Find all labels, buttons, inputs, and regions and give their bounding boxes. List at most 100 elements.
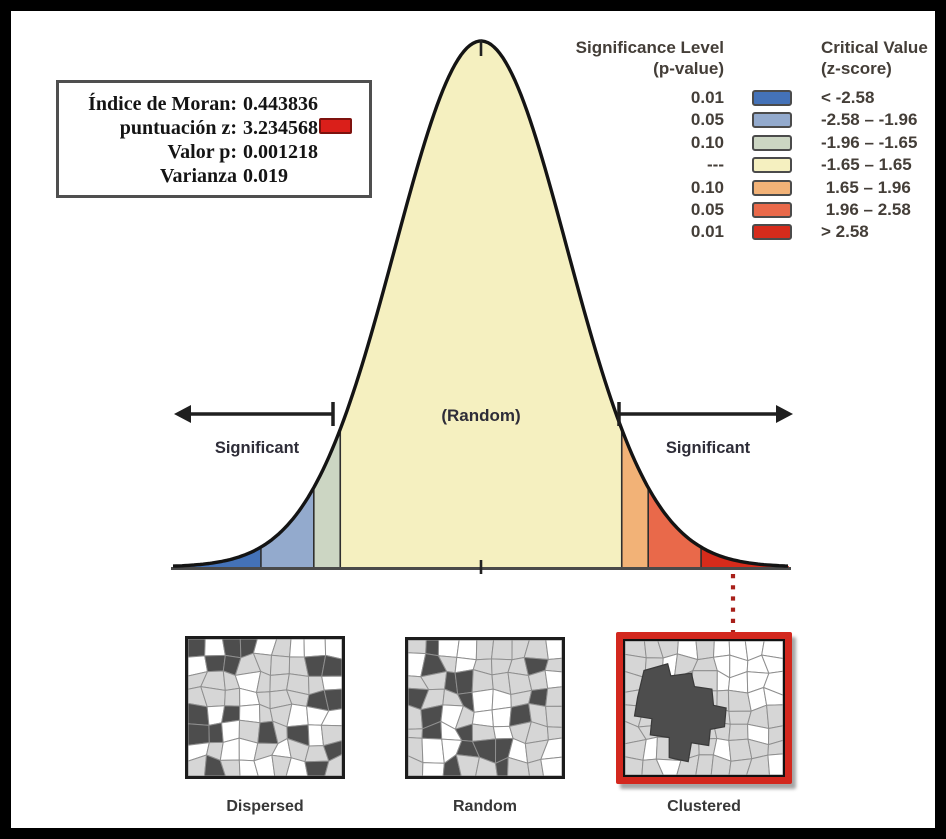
legend-p-value: 0.01 — [690, 88, 724, 107]
map-polygon — [545, 686, 562, 707]
legend-p-value: --- — [707, 155, 724, 175]
map-polygon — [766, 704, 783, 730]
map-polygon — [491, 706, 512, 728]
legend-swatch — [724, 133, 792, 155]
map-polygon — [219, 759, 241, 776]
clustered-map-graphic — [625, 641, 783, 775]
legend-z-range: < -2.58 — [821, 88, 875, 107]
map-polygon — [676, 754, 700, 775]
stat-label: Varianza — [159, 165, 237, 187]
legend-header-significance: Significance Level (p-value) — [556, 37, 724, 88]
dark-cluster-blob — [633, 663, 727, 763]
legend-z-range: -1.65 – 1.65 — [821, 155, 912, 175]
random-pattern-map — [405, 637, 565, 779]
clustered-map-inner — [623, 639, 785, 777]
random-map-label: Random — [453, 798, 517, 815]
map-polygon — [442, 753, 462, 776]
map-polygon — [188, 702, 210, 726]
map-polygon — [324, 753, 342, 776]
map-polygon — [767, 753, 783, 775]
significance-band — [173, 547, 261, 567]
map-polygon — [761, 641, 783, 660]
map-polygon — [271, 754, 292, 776]
map-polygon — [204, 639, 226, 657]
map-polygon — [324, 639, 342, 660]
map-polygon — [203, 754, 226, 776]
clustered-pattern-map-highlighted — [616, 632, 792, 784]
legend-header-line: Significance Level — [575, 38, 724, 57]
map-polygon — [540, 756, 562, 776]
map-polygon — [655, 758, 682, 775]
map-polygon — [421, 737, 445, 764]
map-polygon — [494, 756, 509, 776]
significance-band — [313, 429, 341, 567]
map-polygon — [546, 726, 562, 741]
legend-z-range: 1.96 – 2.58 — [821, 199, 911, 219]
map-polygon — [762, 686, 783, 706]
map-polygon — [544, 669, 562, 689]
map-polygon — [285, 757, 309, 776]
map-polygon — [527, 758, 545, 776]
map-polygon — [437, 640, 460, 658]
significance-band — [701, 547, 789, 567]
map-polygon — [728, 758, 753, 775]
legend-z-range: > 2.58 — [821, 222, 869, 242]
significant-left-label: Significant — [214, 439, 300, 457]
significant-right-label: Significant — [665, 439, 751, 457]
map-polygon — [289, 639, 305, 658]
map-polygon — [224, 687, 241, 707]
z-score-red-swatch — [319, 118, 352, 134]
legend-swatch — [724, 178, 792, 200]
arrow-head-icon — [174, 405, 191, 423]
stat-z-score: puntuación z: 3.234568 — [65, 116, 359, 140]
significance-legend: Significance Level (p-value) Critical Va… — [556, 37, 935, 245]
map-polygon — [475, 640, 495, 661]
normal-distribution-chart — [171, 39, 793, 632]
map-polygon — [767, 739, 783, 756]
legend-header-line: (z-score) — [821, 59, 892, 78]
legend-header-line: (p-value) — [653, 59, 724, 78]
map-polygon — [321, 675, 342, 691]
map-polygon — [188, 754, 208, 776]
map-polygon — [408, 755, 424, 776]
map-polygon — [695, 641, 715, 661]
map-polygon — [728, 723, 749, 742]
legend-p-value: 0.10 — [690, 132, 724, 152]
map-polygon — [238, 759, 259, 776]
map-polygon — [425, 640, 440, 657]
map-polygon — [454, 669, 474, 695]
map-polygon — [507, 756, 531, 776]
color-swatch — [752, 134, 792, 151]
color-swatch — [752, 90, 792, 106]
stat-value: 0.001218 — [243, 141, 318, 163]
map-polygon — [746, 754, 771, 775]
map-polygon — [408, 640, 427, 655]
stat-value: 0.019 — [243, 165, 288, 187]
legend-z-range: -1.96 – -1.65 — [821, 132, 918, 152]
color-swatch — [752, 201, 792, 218]
color-swatch — [752, 179, 792, 196]
legend-swatch — [724, 222, 792, 244]
map-polygon — [710, 754, 732, 775]
dispersed-map-graphic — [188, 639, 342, 776]
stat-value: 0.443836 — [243, 93, 318, 115]
map-polygon — [695, 754, 714, 775]
map-polygon — [269, 654, 291, 676]
color-swatch — [752, 157, 792, 174]
map-polygon — [545, 705, 562, 728]
significance-band — [340, 41, 622, 567]
legend-p-value: 0.10 — [690, 177, 724, 197]
legend-swatch — [724, 155, 792, 177]
legend-p-value: 0.05 — [690, 199, 724, 219]
color-swatch — [752, 224, 792, 241]
legend-z-range: -2.58 – -1.96 — [821, 110, 918, 130]
map-polygon — [455, 754, 480, 776]
map-polygon — [253, 754, 276, 776]
map-polygon — [204, 654, 226, 673]
map-polygon — [712, 641, 731, 658]
significance-band — [621, 429, 649, 567]
stat-label: Índice de Moran: — [88, 93, 237, 115]
map-polygon — [490, 640, 513, 661]
legend-p-value: 0.05 — [690, 110, 724, 130]
